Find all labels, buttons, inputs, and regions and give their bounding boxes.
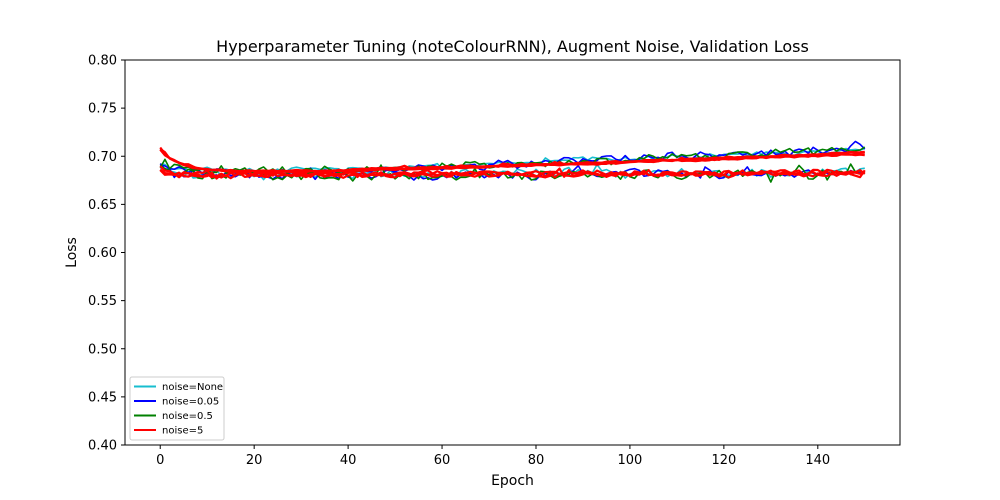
y-tick-label-0.70: 0.70	[88, 150, 117, 165]
y-tick-label-0.65: 0.65	[88, 198, 117, 213]
legend-label-noise=0.05: noise=0.05	[162, 397, 219, 408]
x-tick-label-0: 0	[156, 453, 164, 468]
y-tick-label-0.75: 0.75	[88, 102, 117, 117]
y-tick-label-0.50: 0.50	[88, 342, 117, 357]
legend-label-noise=0.5: noise=0.5	[162, 411, 213, 422]
x-tick-label-140: 140	[805, 453, 830, 468]
chart-title: Hyperparameter Tuning (noteColourRNN), A…	[216, 37, 809, 56]
x-tick-label-40: 40	[340, 453, 357, 468]
y-axis-label: Loss	[64, 237, 80, 268]
x-tick-label-120: 120	[711, 453, 736, 468]
y-tick-label-0.60: 0.60	[88, 246, 117, 261]
y-tick-label-0.55: 0.55	[88, 294, 117, 309]
legend-box	[129, 376, 225, 441]
x-axis: 0 20 40 60 80 100 120 140	[156, 445, 830, 468]
y-tick-label-0.80: 0.80	[88, 54, 117, 69]
legend-label-noise=None: noise=None	[162, 382, 223, 393]
y-tick-label-0.45: 0.45	[88, 390, 117, 405]
legend-label-noise=5: noise=5	[162, 426, 203, 437]
legend: noise=None noise=0.05 noise=0.5 noise=5	[129, 376, 225, 441]
x-axis-label: Epoch	[491, 473, 534, 489]
series-line-noise=5-run-6	[159, 167, 866, 180]
series-noise=5	[159, 146, 866, 180]
x-tick-label-80: 80	[528, 453, 545, 468]
series-layer	[159, 140, 866, 183]
x-tick-label-100: 100	[618, 453, 643, 468]
x-tick-label-20: 20	[246, 453, 263, 468]
x-tick-label-60: 60	[434, 453, 451, 468]
y-tick-label-0.40: 0.40	[88, 439, 117, 454]
y-axis: 0.40 0.45 0.50 0.55 0.60 0.65 0.70 0.75 0.80	[88, 54, 125, 454]
